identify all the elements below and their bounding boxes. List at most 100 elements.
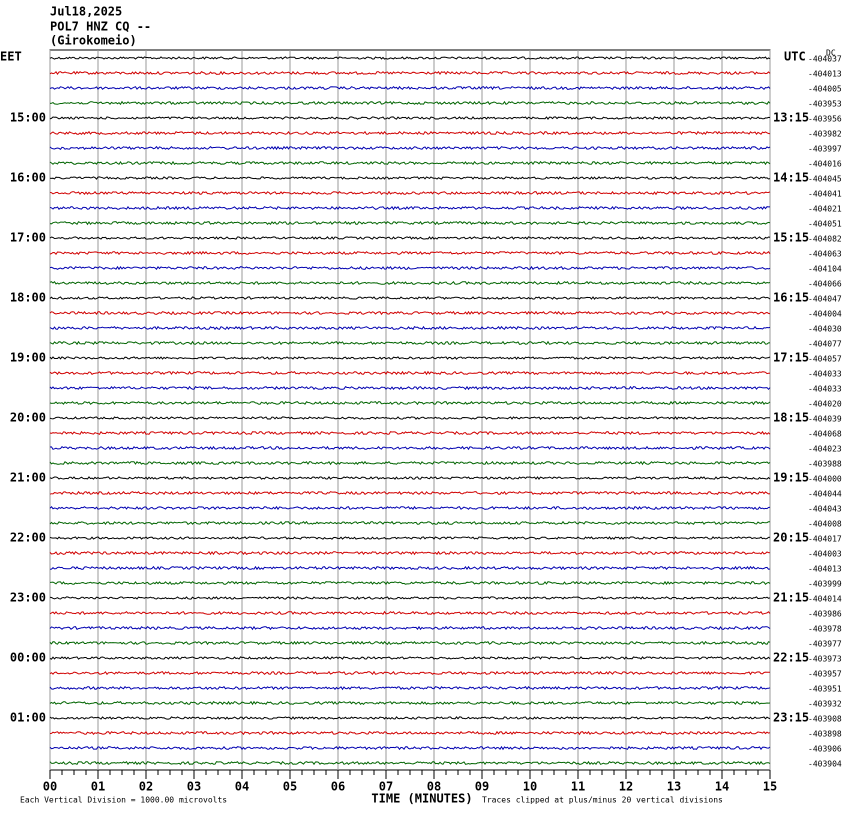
trace bbox=[49, 325, 771, 331]
x-tick-label: 00 bbox=[43, 780, 57, 794]
right-axis-title: UTC bbox=[784, 50, 806, 64]
trace bbox=[49, 176, 771, 180]
trace bbox=[49, 505, 771, 511]
trace bbox=[49, 385, 771, 391]
left-time-label: 17:00 bbox=[10, 231, 46, 245]
trace-offset: -404044 bbox=[808, 490, 842, 499]
left-time-label: 01:00 bbox=[10, 711, 46, 725]
left-time-label: 21:00 bbox=[10, 471, 46, 485]
trace bbox=[49, 250, 771, 256]
trace bbox=[49, 670, 771, 676]
trace bbox=[49, 445, 771, 451]
x-tick-label: 05 bbox=[283, 780, 297, 794]
trace bbox=[49, 536, 771, 540]
trace-offset: -404066 bbox=[808, 280, 842, 289]
trace-offset: -404077 bbox=[808, 340, 842, 349]
trace-offset: -404039 bbox=[808, 415, 842, 424]
trace-offset: -403953 bbox=[808, 100, 842, 109]
trace bbox=[49, 640, 771, 646]
x-tick-label: 14 bbox=[715, 780, 729, 794]
trace-offset: -403986 bbox=[808, 610, 842, 619]
trace-offset: -403956 bbox=[808, 115, 842, 124]
right-time-label: 16:15 bbox=[773, 291, 809, 305]
trace bbox=[49, 370, 771, 376]
x-tick-label: 07 bbox=[379, 780, 393, 794]
trace-offset: -404023 bbox=[808, 445, 842, 454]
trace-offset: -404000 bbox=[808, 475, 842, 484]
right-time-label: 19:15 bbox=[773, 471, 809, 485]
trace bbox=[49, 550, 771, 556]
trace bbox=[49, 416, 771, 420]
x-tick-label: 01 bbox=[91, 780, 105, 794]
trace bbox=[49, 745, 771, 751]
trace-offset: -403977 bbox=[808, 640, 842, 649]
x-tick-label: 09 bbox=[475, 780, 489, 794]
trace bbox=[49, 160, 771, 166]
x-tick-label: 15 bbox=[763, 780, 777, 794]
plot-frame bbox=[49, 49, 771, 771]
x-tick-label: 13 bbox=[667, 780, 681, 794]
right-time-label: 15:15 bbox=[773, 231, 809, 245]
trace-offset: -403951 bbox=[808, 685, 842, 694]
trace bbox=[49, 56, 771, 60]
trace bbox=[49, 296, 771, 300]
trace bbox=[49, 145, 771, 151]
trace-offset: -403978 bbox=[808, 625, 842, 634]
right-time-label: 18:15 bbox=[773, 411, 809, 425]
trace-offset: -404082 bbox=[808, 235, 842, 244]
right-time-label: 14:15 bbox=[773, 171, 809, 185]
trace-offset: -404045 bbox=[808, 175, 842, 184]
trace-offset: -403988 bbox=[808, 460, 842, 469]
trace-offset: -404004 bbox=[808, 310, 842, 319]
trace bbox=[49, 596, 771, 600]
trace bbox=[49, 656, 771, 660]
station: POL7 HNZ CQ -- bbox=[50, 20, 151, 34]
trace-offset: -403997 bbox=[808, 145, 842, 154]
trace bbox=[49, 460, 771, 466]
left-time-label: 20:00 bbox=[10, 411, 46, 425]
corner-label: DC bbox=[826, 49, 836, 58]
right-time-label: 22:15 bbox=[773, 651, 809, 665]
trace bbox=[49, 116, 771, 120]
trace-offset: -404017 bbox=[808, 535, 842, 544]
trace-offset: -404014 bbox=[808, 595, 842, 604]
trace-offset: -404021 bbox=[808, 205, 842, 214]
x-tick-label: 02 bbox=[139, 780, 153, 794]
trace-offset: -404033 bbox=[808, 370, 842, 379]
trace bbox=[49, 265, 771, 271]
trace bbox=[49, 85, 771, 91]
scale-note: Each Vertical Division = 1000.00 microvo… bbox=[20, 796, 227, 805]
trace bbox=[49, 205, 770, 211]
trace-offset: -404003 bbox=[808, 550, 842, 559]
x-tick-label: 06 bbox=[331, 780, 345, 794]
right-time-label: 17:15 bbox=[773, 351, 809, 365]
trace-offset: -404057 bbox=[808, 355, 842, 364]
trace-offset: -404047 bbox=[808, 295, 842, 304]
trace-offset: -404020 bbox=[808, 400, 842, 409]
trace bbox=[49, 490, 771, 496]
left-time-label: 23:00 bbox=[10, 591, 46, 605]
x-tick-label: 08 bbox=[427, 780, 441, 794]
trace-offset: -404013 bbox=[808, 565, 842, 574]
trace bbox=[49, 430, 771, 436]
left-time-label: 19:00 bbox=[10, 351, 46, 365]
trace-offset: -403904 bbox=[808, 760, 842, 769]
trace bbox=[49, 236, 771, 240]
trace-offset: -404041 bbox=[808, 190, 842, 199]
x-tick-label: 04 bbox=[235, 780, 249, 794]
trace bbox=[49, 760, 771, 766]
trace-offset: -404016 bbox=[808, 160, 842, 169]
trace-offset: -403982 bbox=[808, 130, 842, 139]
trace-offset: -404043 bbox=[808, 505, 842, 514]
x-tick-label: 12 bbox=[619, 780, 633, 794]
left-time-label: 22:00 bbox=[10, 531, 46, 545]
left-time-label: 18:00 bbox=[10, 291, 46, 305]
trace bbox=[49, 70, 771, 76]
clip-note: Traces clipped at plus/minus 20 vertical… bbox=[482, 796, 723, 805]
trace-offset: -403906 bbox=[808, 745, 842, 754]
x-axis-title: TIME (MINUTES) bbox=[371, 792, 472, 806]
left-time-label: 15:00 bbox=[10, 111, 46, 125]
trace-offset: -403932 bbox=[808, 700, 842, 709]
x-tick-label: 11 bbox=[571, 780, 585, 794]
